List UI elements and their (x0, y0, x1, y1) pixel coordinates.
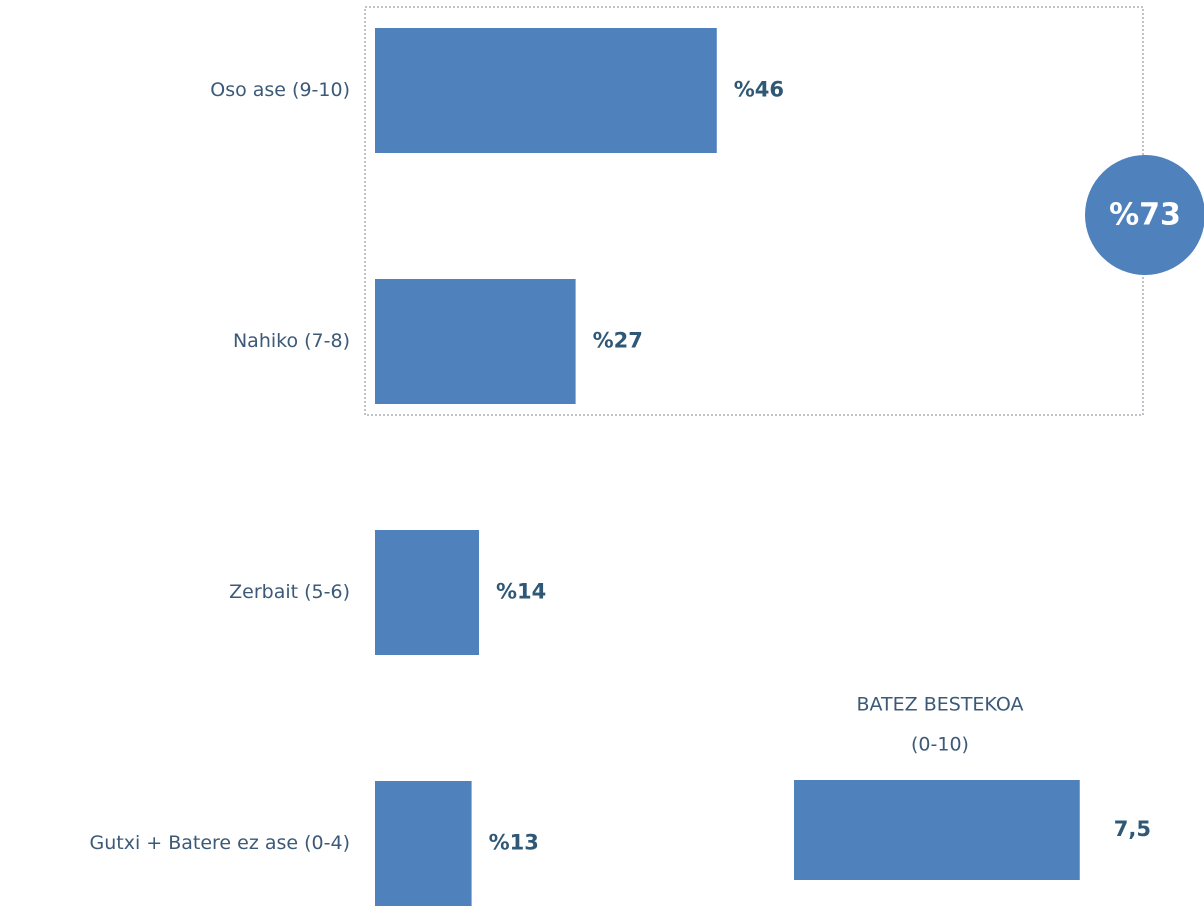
value-label: %14 (496, 580, 546, 604)
bar (375, 781, 472, 906)
bar (375, 530, 480, 655)
bar (794, 780, 1080, 880)
value-label: %46 (734, 78, 784, 102)
category-label: Oso ase (9-10) (210, 79, 350, 101)
total-badge (1085, 155, 1204, 275)
value-label: %27 (593, 329, 643, 353)
category-label: Gutxi + Batere ez ase (0-4) (89, 832, 350, 854)
chart-title: BATEZ BESTEKOA (857, 694, 1024, 716)
bar (375, 28, 717, 153)
category-label: Nahiko (7-8) (233, 330, 350, 352)
category-label: Zerbait (5-6) (229, 581, 350, 603)
bar (375, 279, 576, 404)
value-label: 7,5 (1114, 817, 1151, 841)
total-label: %73 (1109, 198, 1181, 233)
value-label: %13 (489, 831, 539, 855)
chart-subtitle: (0-10) (911, 734, 969, 756)
